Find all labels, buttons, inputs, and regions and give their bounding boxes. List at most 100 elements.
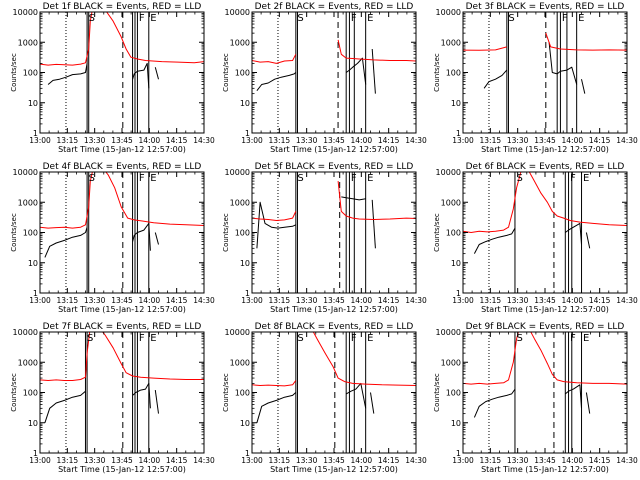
series-events-line bbox=[483, 69, 508, 89]
x-axis-label: Start Time (15-Jan-12 12:57:00) bbox=[58, 465, 186, 474]
plot-area bbox=[463, 12, 627, 133]
series-events-line bbox=[154, 67, 159, 80]
x-tick-label: 14:00 bbox=[351, 136, 373, 145]
x-tick-label: 13:30 bbox=[507, 136, 529, 145]
panel: S F E 1 10 100 1000 10000 13:00 13:15 13:30 13:45 14… bbox=[222, 322, 427, 474]
x-tick-label: 14:15 bbox=[589, 136, 611, 145]
x-axis-label: Start Time (15-Jan-12 12:57:00) bbox=[58, 145, 186, 154]
marker-label: F bbox=[351, 173, 357, 184]
x-tick-label: 14:00 bbox=[139, 456, 161, 465]
series-events-line bbox=[154, 232, 159, 245]
marker-label: F bbox=[139, 173, 145, 184]
x-tick-label: 13:00 bbox=[452, 136, 474, 145]
series-lld-line bbox=[337, 181, 416, 220]
y-tick-label: 1000 bbox=[18, 198, 38, 207]
y-tick-label: 10 bbox=[451, 259, 461, 268]
panel: S F E 1 10 100 1000 10000 13:00 13:15 13:30 13:45 14… bbox=[222, 162, 427, 314]
x-tick-label: 13:30 bbox=[296, 456, 318, 465]
marker-label: F bbox=[139, 13, 145, 24]
series-events-line bbox=[47, 63, 88, 85]
marker-label: E bbox=[150, 333, 156, 344]
series-events-line bbox=[345, 57, 367, 85]
marker-label: F bbox=[570, 333, 576, 344]
series-lld-line bbox=[105, 172, 204, 226]
y-tick-label: 100 bbox=[235, 389, 250, 398]
plot-area bbox=[40, 332, 204, 453]
x-axis-label: Start Time (15-Jan-12 12:57:00) bbox=[481, 465, 609, 474]
y-tick-label: 10 bbox=[240, 419, 250, 428]
x-tick-label: 13:45 bbox=[111, 136, 133, 145]
panel: S F E 1 10 100 1000 10000 13:00 13:15 13:30 13:45 14… bbox=[10, 322, 215, 474]
series-events-line bbox=[345, 382, 367, 409]
series-events-line bbox=[370, 392, 375, 414]
series-lld-line bbox=[106, 12, 204, 64]
y-axis-label: Counts/sec bbox=[10, 373, 18, 412]
x-tick-label: 14:30 bbox=[193, 456, 215, 465]
x-tick-label: 13:30 bbox=[84, 136, 106, 145]
x-tick-label: 13:45 bbox=[111, 456, 133, 465]
y-tick-label: 100 bbox=[23, 69, 38, 78]
plot-area bbox=[463, 172, 627, 293]
x-axis-label: Start Time (15-Jan-12 12:57:00) bbox=[481, 145, 609, 154]
x-tick-label: 13:45 bbox=[323, 456, 345, 465]
x-tick-label: 14:30 bbox=[616, 456, 638, 465]
x-tick-label: 14:00 bbox=[562, 456, 584, 465]
y-tick-label: 1000 bbox=[18, 38, 38, 47]
x-tick-label: 14:00 bbox=[351, 296, 373, 305]
x-tick-label: 14:15 bbox=[589, 456, 611, 465]
x-tick-label: 13:15 bbox=[480, 456, 502, 465]
y-tick-label: 10 bbox=[28, 419, 38, 428]
y-tick-label: 1000 bbox=[441, 358, 461, 367]
y-axis-label: Counts/sec bbox=[222, 53, 230, 92]
y-tick-label: 10000 bbox=[13, 8, 38, 17]
marker-label: S bbox=[508, 13, 514, 24]
series-events-line bbox=[341, 196, 366, 201]
series-events-line bbox=[473, 388, 516, 418]
x-tick-label: 13:00 bbox=[241, 456, 263, 465]
y-tick-label: 1 bbox=[456, 449, 461, 458]
x-tick-label: 14:15 bbox=[378, 456, 400, 465]
marker-label: S bbox=[297, 13, 303, 24]
x-tick-label: 14:00 bbox=[562, 296, 584, 305]
x-tick-label: 13:00 bbox=[29, 456, 51, 465]
x-tick-label: 13:15 bbox=[57, 296, 79, 305]
x-tick-label: 13:15 bbox=[57, 456, 79, 465]
y-tick-label: 10000 bbox=[13, 328, 38, 337]
x-tick-label: 14:15 bbox=[378, 296, 400, 305]
marker-label: E bbox=[578, 13, 584, 24]
chart-title: Det 1f BLACK = Events, RED = LLD bbox=[43, 2, 202, 12]
y-tick-label: 100 bbox=[446, 389, 461, 398]
y-tick-label: 10 bbox=[28, 259, 38, 268]
marker-label: F bbox=[351, 13, 357, 24]
y-tick-label: 100 bbox=[23, 229, 38, 238]
x-tick-label: 14:30 bbox=[616, 296, 638, 305]
y-tick-label: 1000 bbox=[441, 198, 461, 207]
x-tick-label: 13:30 bbox=[507, 296, 529, 305]
series-events-line bbox=[565, 222, 582, 245]
y-tick-label: 100 bbox=[235, 229, 250, 238]
x-tick-label: 13:00 bbox=[29, 136, 51, 145]
marker-label: S bbox=[516, 333, 522, 344]
x-tick-label: 14:15 bbox=[378, 136, 400, 145]
y-tick-label: 10000 bbox=[436, 8, 461, 17]
panel: S F E 1 10 100 1000 10000 13:00 13:15 13:30 13:45 14… bbox=[10, 2, 215, 154]
series-events-line bbox=[132, 382, 151, 409]
marker-label: S bbox=[87, 333, 93, 344]
x-tick-label: 13:30 bbox=[296, 136, 318, 145]
marker-label: S bbox=[516, 173, 522, 184]
x-tick-label: 13:45 bbox=[534, 136, 556, 145]
series-lld-line bbox=[530, 332, 627, 385]
x-tick-label: 13:15 bbox=[480, 296, 502, 305]
x-tick-label: 13:30 bbox=[296, 296, 318, 305]
x-tick-label: 13:15 bbox=[57, 136, 79, 145]
y-tick-label: 10000 bbox=[13, 168, 38, 177]
series-events-line bbox=[585, 392, 591, 414]
y-tick-label: 10 bbox=[451, 99, 461, 108]
marker-label: E bbox=[150, 13, 156, 24]
x-tick-label: 14:00 bbox=[139, 136, 161, 145]
marker-label: E bbox=[583, 333, 589, 344]
marker-label: E bbox=[367, 13, 373, 24]
x-tick-label: 14:30 bbox=[193, 296, 215, 305]
x-axis-label: Start Time (15-Jan-12 12:57:00) bbox=[270, 145, 398, 154]
marker-label: S bbox=[297, 173, 303, 184]
